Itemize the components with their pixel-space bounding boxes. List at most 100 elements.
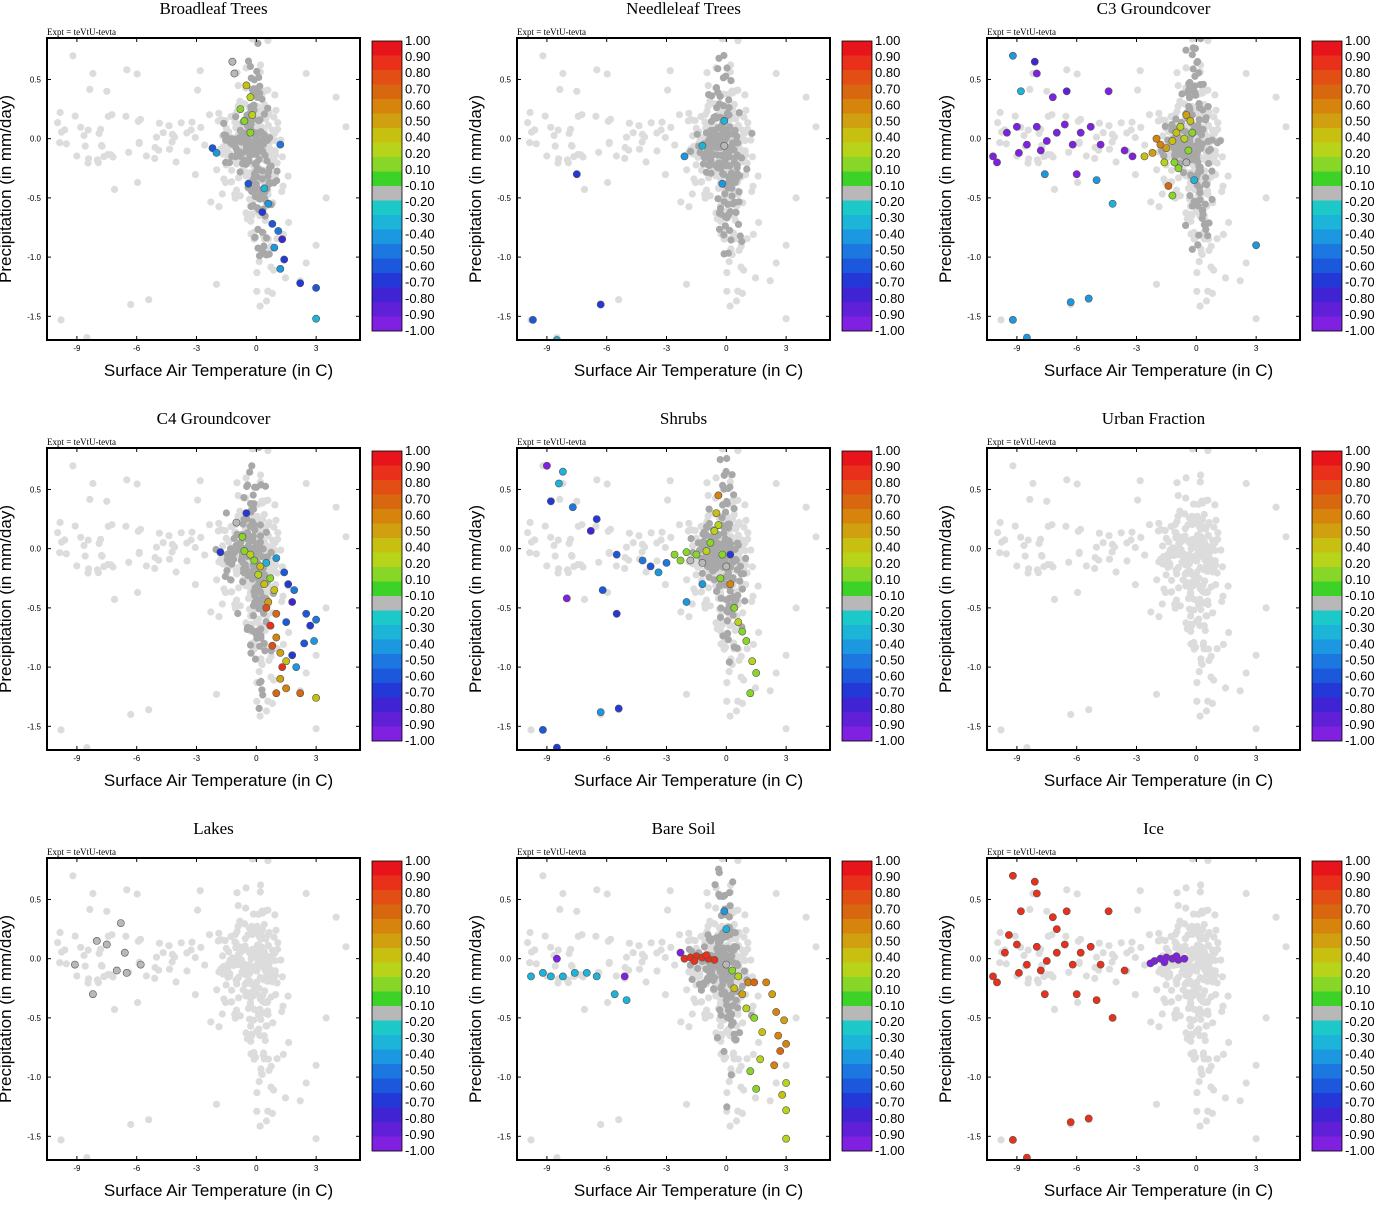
- background-point: [1074, 480, 1081, 487]
- colorbar-swatch: [372, 1006, 402, 1021]
- colorbar-swatch: [842, 201, 872, 216]
- background-point: [783, 315, 790, 322]
- background-point: [250, 930, 257, 937]
- colorbar-label: -0.90: [405, 1127, 435, 1142]
- background-point: [1065, 149, 1072, 156]
- background-point: [592, 933, 599, 940]
- background-point: [677, 198, 684, 205]
- background-point: [279, 593, 286, 600]
- neutral-point: [731, 505, 738, 512]
- x-tick-label: 3: [314, 1164, 319, 1173]
- colorbar-swatch: [842, 919, 872, 934]
- data-point: [1087, 943, 1094, 950]
- data-point: [751, 1014, 758, 1021]
- background-point: [755, 173, 762, 180]
- colorbar-swatch: [1312, 919, 1342, 934]
- background-point: [1155, 968, 1162, 975]
- background-point: [1190, 930, 1197, 937]
- colorbar-swatch: [372, 157, 402, 172]
- neutral-point: [722, 535, 729, 542]
- background-point: [685, 930, 692, 937]
- background-point: [1199, 1009, 1206, 1016]
- colorbar-swatch: [842, 85, 872, 100]
- neutral-point: [242, 561, 249, 568]
- background-point: [1187, 821, 1194, 828]
- y-axis-label: Precipitation (in mm/day): [0, 95, 15, 283]
- neutral-point: [259, 691, 266, 698]
- background-point: [1155, 1023, 1162, 1030]
- background-point: [667, 534, 674, 541]
- neutral-point: [1203, 181, 1210, 188]
- colorbar-swatch: [1312, 273, 1342, 288]
- background-point: [676, 521, 683, 528]
- background-point: [1187, 962, 1194, 969]
- background-point: [303, 259, 310, 266]
- colorbar-swatch: [1312, 244, 1342, 259]
- background-point: [658, 536, 665, 543]
- background-point: [272, 517, 279, 524]
- neutral-point: [738, 238, 745, 245]
- background-point: [213, 691, 220, 698]
- colorbar-label: 0.50: [405, 524, 430, 539]
- colorbar-swatch: [842, 114, 872, 129]
- background-point: [1137, 477, 1144, 484]
- background-point: [270, 677, 277, 684]
- colorbar-label: 1.00: [405, 443, 430, 458]
- background-point: [1168, 987, 1175, 994]
- data-point: [783, 1040, 790, 1047]
- background-point: [1180, 576, 1187, 583]
- background-point: [689, 1010, 696, 1017]
- data-point: [663, 559, 670, 566]
- background-point: [259, 500, 266, 507]
- data-point: [229, 58, 236, 65]
- background-point: [1076, 960, 1083, 967]
- background-point: [1253, 652, 1260, 659]
- colorbar-swatch: [842, 259, 872, 274]
- background-point: [188, 939, 195, 946]
- background-point: [274, 119, 281, 126]
- background-point: [567, 946, 574, 953]
- background-point: [1172, 605, 1179, 612]
- neutral-point: [225, 559, 232, 566]
- colorbar-swatch: [842, 509, 872, 524]
- colorbar-swatch: [1312, 992, 1342, 1007]
- neutral-point: [250, 492, 257, 499]
- neutral-point: [1195, 232, 1202, 239]
- background-point: [1035, 159, 1042, 166]
- colorbar-label: -0.70: [405, 275, 435, 290]
- data-point: [623, 997, 630, 1004]
- background-point: [1118, 119, 1125, 126]
- background-point: [274, 1055, 281, 1062]
- data-point: [1033, 943, 1040, 950]
- data-point: [1077, 129, 1084, 136]
- data-point: [743, 637, 750, 644]
- data-point: [1067, 299, 1074, 306]
- background-point: [1220, 231, 1227, 238]
- data-point: [677, 557, 684, 564]
- background-point: [1204, 698, 1211, 705]
- x-tick-label: 3: [1254, 754, 1259, 763]
- background-point: [1155, 937, 1162, 944]
- background-point: [86, 86, 93, 93]
- colorbar-swatch: [372, 625, 402, 640]
- neutral-point: [255, 156, 262, 163]
- colorbar-label: 0.40: [1345, 950, 1370, 965]
- background-point: [1204, 549, 1211, 556]
- colorbar-label: -0.50: [1345, 242, 1374, 257]
- data-point: [683, 598, 690, 605]
- background-point: [1273, 914, 1280, 921]
- background-point: [1062, 933, 1069, 940]
- neutral-point: [721, 976, 728, 983]
- neutral-point: [734, 645, 741, 652]
- colorbar-label: -0.10: [405, 178, 435, 193]
- colorbar-swatch: [372, 186, 402, 201]
- background-point: [265, 122, 272, 129]
- background-point: [1243, 890, 1250, 897]
- background-point: [134, 70, 141, 77]
- background-point: [1063, 66, 1070, 73]
- data-point: [271, 587, 278, 594]
- expt-label: Expt = teVtU-tevta: [987, 437, 1056, 447]
- background-point: [581, 186, 588, 193]
- data-point: [555, 480, 562, 487]
- colorbar-swatch: [372, 56, 402, 71]
